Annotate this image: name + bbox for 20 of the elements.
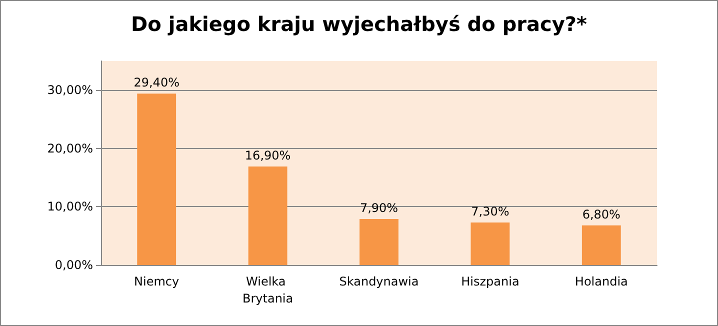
bar [137,94,176,265]
x-tick-label: Holandia [574,274,628,288]
y-tick-label: 30,00% [47,83,93,98]
bar [470,222,510,265]
y-tick-label: 10,00% [47,200,93,214]
x-tick-label: Niemcy [134,274,180,288]
data-label: 6,80% [582,207,620,222]
bar [248,166,288,265]
x-tick-label: Skandynawia [339,274,419,288]
data-label: 7,30% [471,204,510,218]
y-tick-label: 20,00% [47,141,93,156]
x-tick-label: Hiszpania [461,274,520,288]
bar [360,218,398,265]
data-label: 16,90% [244,148,291,162]
bar [582,225,621,265]
data-label: 7,90% [360,200,398,215]
y-tick-label: 0,00% [54,258,93,272]
chart-title: Do jakiego kraju wyjechałbyś do pracy?* [131,12,588,36]
x-tick-label: Wielka Brytania [242,274,294,306]
data-label: 29,40% [134,76,180,90]
